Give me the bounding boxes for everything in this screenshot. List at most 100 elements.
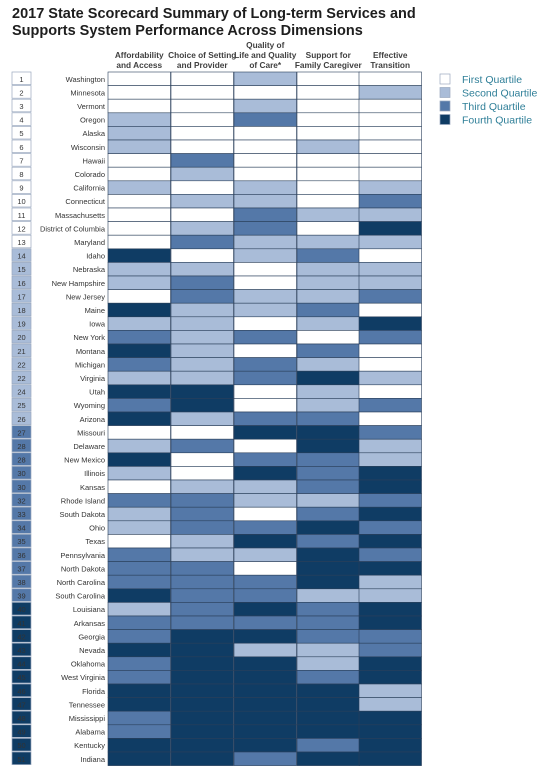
heat-cell-missouri-affordability-and-access [107,425,171,440]
heat-cell-ohio-support-for-family-caregiver [296,520,360,535]
heat-cell-oklahoma-choice-of-setting-and-provider [170,656,234,671]
heat-cell-louisiana-support-for-family-caregiver [296,602,360,617]
heat-cell-district-of-columbia-affordability-and-access [107,221,171,236]
state-label-mississippi: Mississippi [69,714,106,723]
state-label-nevada: Nevada [79,646,106,655]
heat-cell-missouri-quality-of-life-and-quality-of-care [233,425,297,440]
heat-cell-south-carolina-quality-of-life-and-quality-of-care [233,588,297,603]
heat-cell-washington-choice-of-setting-and-provider [170,71,234,86]
heat-cell-arkansas-quality-of-life-and-quality-of-care [233,615,297,630]
heat-cell-iowa-quality-of-life-and-quality-of-care [233,316,297,331]
heat-cell-delaware-support-for-family-caregiver [296,438,360,454]
heat-cell-michigan-quality-of-life-and-quality-of-care [233,357,297,372]
rank-badge [11,547,32,561]
heat-cell-rhode-island-support-for-family-caregiver [296,493,360,508]
heat-cell-oklahoma-quality-of-life-and-quality-of-care [233,656,297,671]
heat-cell-washington-support-for-family-caregiver [296,71,360,86]
state-label-oregon: Oregon [80,116,105,125]
rank-label: 37 [17,564,25,573]
heat-cell-virginia-effective-transition [358,370,422,386]
rank-label: 30 [17,469,25,478]
heat-cell-rhode-island-effective-transition [358,493,422,508]
heat-cell-texas-effective-transition [358,534,422,549]
heat-cell-new-hampshire-affordability-and-access [107,275,171,290]
heat-cell-arizona-affordability-and-access [107,411,171,426]
heat-cell-illinois-effective-transition [358,466,422,481]
heat-cell-ohio-affordability-and-access [107,520,171,535]
heat-cell-west-virginia-effective-transition [358,670,422,685]
state-label-louisiana: Louisiana [73,605,106,614]
state-label-iowa: Iowa [89,320,106,329]
heat-cell-texas-affordability-and-access [107,534,171,549]
heat-cell-maine-choice-of-setting-and-provider [170,302,234,318]
state-label-alaska: Alaska [82,129,105,138]
heat-cell-california-affordability-and-access [107,180,171,195]
heat-cell-maine-quality-of-life-and-quality-of-care [233,302,297,318]
heat-cell-montana-affordability-and-access [107,343,171,358]
heat-cell-north-carolina-affordability-and-access [107,574,171,590]
heat-cell-pennsylvania-effective-transition [358,547,422,562]
rank-badge [11,425,32,439]
column-header-effective-transition-line-2: Transition [370,60,410,70]
heat-cell-delaware-effective-transition [358,438,422,454]
rank-label: 46 [17,687,25,696]
heat-cell-north-dakota-quality-of-life-and-quality-of-care [233,561,297,576]
heat-cell-mississippi-choice-of-setting-and-provider [170,710,234,726]
heat-cell-south-dakota-choice-of-setting-and-provider [170,506,234,522]
rank-badge [11,221,32,235]
heat-cell-connecticut-quality-of-life-and-quality-of-care [233,194,297,209]
rank-label: 45 [17,673,25,682]
heat-cell-wisconsin-affordability-and-access [107,139,171,154]
rank-label: 42 [17,632,25,641]
rank-badge [11,207,32,221]
heat-cell-vermont-choice-of-setting-and-provider [170,98,234,114]
state-label-district-of-columbia: District of Columbia [40,224,106,233]
rank-badge [11,398,32,412]
heat-cell-wyoming-support-for-family-caregiver [296,398,360,413]
heat-cell-nevada-affordability-and-access [107,642,171,658]
column-header-affordability-and-access-line-2: and Access [116,60,162,70]
state-label-new-york: New York [73,333,105,342]
heat-cell-delaware-affordability-and-access [107,438,171,454]
rank-badge [11,316,32,330]
heat-cell-district-of-columbia-quality-of-life-and-quality-of-care [233,221,297,236]
rank-label: 48 [17,714,25,723]
rank-label: 44 [17,660,25,669]
heat-cell-alaska-support-for-family-caregiver [296,126,360,141]
heat-cell-oregon-quality-of-life-and-quality-of-care [233,112,297,127]
rank-badge [11,738,32,752]
heat-cell-district-of-columbia-effective-transition [358,221,422,236]
heat-cell-virginia-support-for-family-caregiver [296,370,360,386]
state-label-alabama: Alabama [75,728,105,737]
rank-label: 3 [19,102,23,111]
rank-label: 20 [17,333,25,342]
heat-cell-maine-affordability-and-access [107,302,171,318]
legend-swatch-third-quartile [439,100,451,112]
heat-cell-north-carolina-choice-of-setting-and-provider [170,574,234,590]
heat-cell-arizona-effective-transition [358,411,422,426]
heat-cell-west-virginia-support-for-family-caregiver [296,670,360,685]
heat-cell-massachusetts-affordability-and-access [107,207,171,222]
heat-cell-nebraska-affordability-and-access [107,262,171,277]
rank-label: 36 [17,551,25,560]
heat-cell-new-mexico-support-for-family-caregiver [296,452,360,467]
state-label-idaho: Idaho [86,252,105,261]
state-label-california: California [73,184,106,193]
column-header-affordability-and-access-line-1: Affordability [115,50,164,60]
heat-cell-new-york-choice-of-setting-and-provider [170,330,234,345]
heat-cell-wisconsin-quality-of-life-and-quality-of-care [233,139,297,154]
rank-label: 11 [18,211,26,220]
heat-cell-arizona-quality-of-life-and-quality-of-care [233,411,297,426]
state-label-tennessee: Tennessee [69,700,105,709]
rank-badge [11,506,32,521]
state-label-nebraska: Nebraska [73,265,106,274]
state-label-west-virginia: West Virginia [61,673,106,682]
rank-label: 33 [17,510,25,519]
heat-cell-kansas-support-for-family-caregiver [296,479,360,494]
heat-cell-nebraska-support-for-family-caregiver [296,262,360,277]
rank-label: 50 [17,741,25,750]
rank-badge [11,166,32,181]
legend-label-fourth-quartile: Fourth Quartile [462,115,532,127]
heat-cell-kentucky-affordability-and-access [107,738,171,753]
heat-cell-alabama-effective-transition [358,724,422,739]
